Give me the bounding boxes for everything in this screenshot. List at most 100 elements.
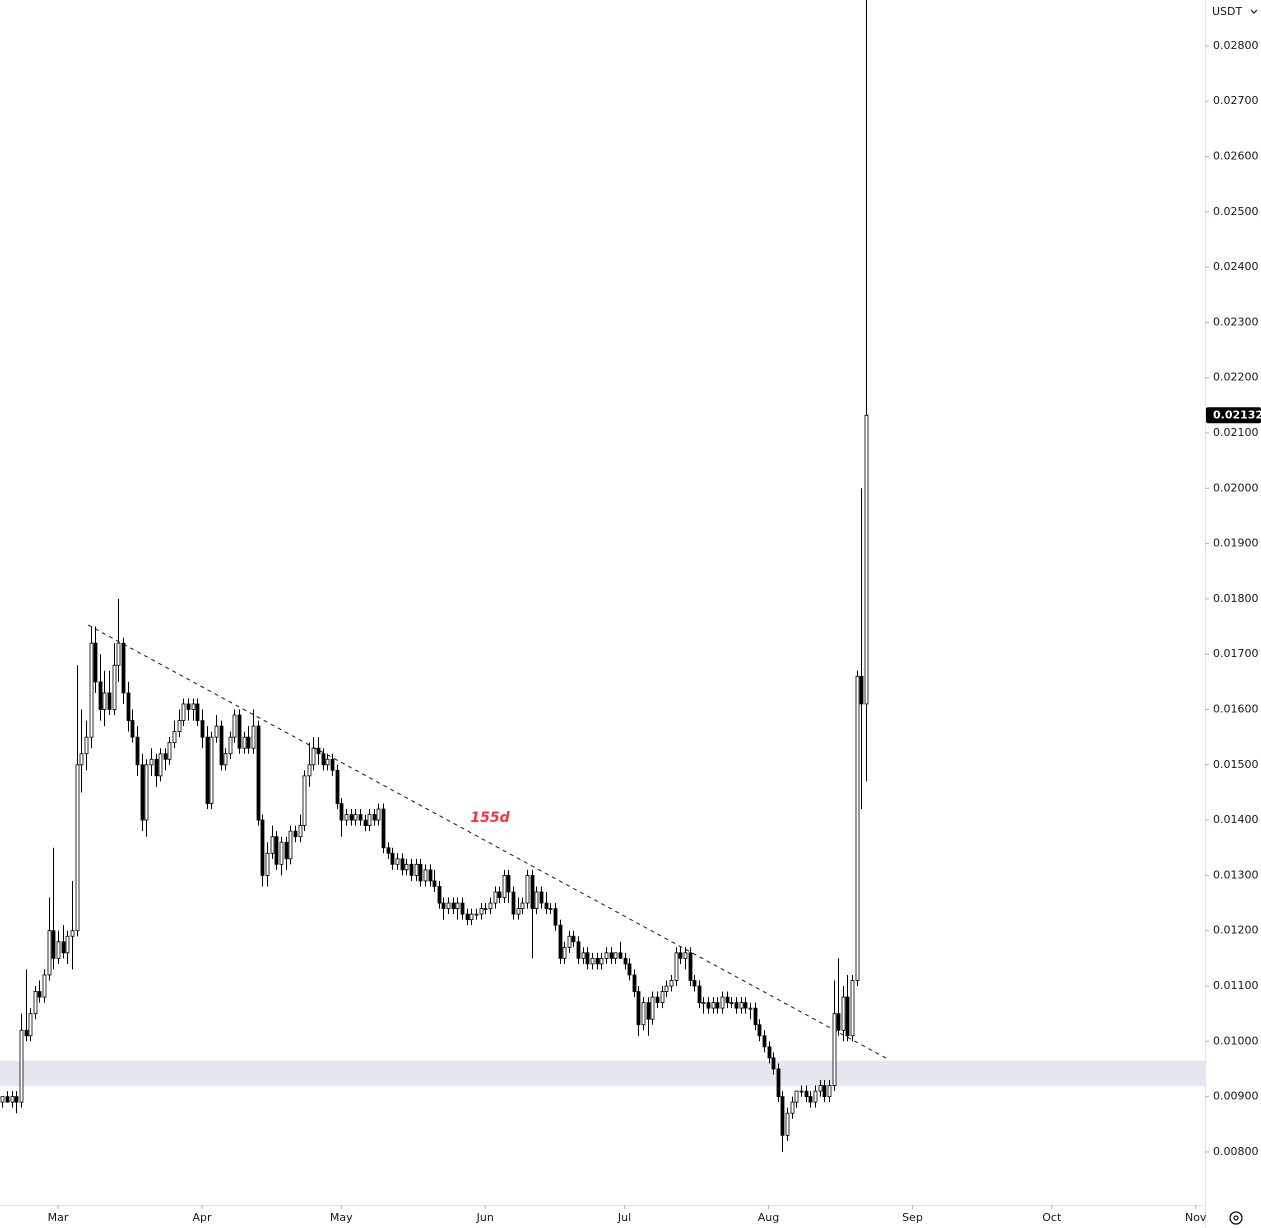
candle-body: [0, 1096, 5, 1103]
candle-body: [697, 985, 702, 1003]
candle-body: [720, 996, 725, 1009]
currency-label[interactable]: USDT: [1212, 5, 1243, 18]
x-tick-label: Mar: [48, 1211, 69, 1224]
candle-body: [24, 1029, 29, 1037]
candle-body: [144, 764, 149, 821]
candle-body: [353, 814, 358, 821]
candle-body: [47, 930, 52, 976]
candle-body: [237, 714, 242, 749]
candle-body: [850, 980, 855, 1037]
candle-body: [841, 996, 846, 1031]
candle-body: [780, 1096, 785, 1136]
currency-button-bg[interactable]: [1206, 0, 1261, 24]
y-tick-label: 0.01000: [1213, 1034, 1259, 1047]
candle-body: [158, 753, 163, 777]
candle-body: [562, 946, 567, 959]
candle-body: [571, 935, 576, 943]
candle-body: [627, 963, 632, 976]
plot-area: [0, 0, 1205, 1152]
candle-body: [488, 902, 493, 909]
candle-body: [28, 1013, 33, 1037]
candle-body: [270, 836, 275, 854]
candle-body: [776, 1068, 781, 1098]
settings-gear[interactable]: [1229, 1211, 1243, 1225]
candle-body: [832, 1013, 837, 1086]
candle-body: [186, 703, 191, 710]
candle-body: [725, 996, 730, 1003]
x-tick-label: Sep: [902, 1211, 923, 1224]
candle-body: [553, 908, 558, 926]
candle-body: [576, 941, 581, 959]
candle-body: [859, 675, 864, 705]
candle-body: [246, 736, 251, 749]
y-tick-label: 0.02500: [1213, 205, 1259, 218]
candle-body: [298, 825, 303, 838]
y-tick-label: 0.02000: [1213, 481, 1259, 494]
candle-body: [84, 736, 89, 755]
candle-body: [167, 742, 172, 760]
candle-body: [706, 1002, 711, 1009]
candle-body: [599, 957, 604, 965]
candle-body: [469, 913, 474, 921]
settings-icon[interactable]: [1229, 1211, 1243, 1225]
candle-body: [715, 1002, 720, 1009]
candle-body: [163, 753, 168, 760]
candle-body: [655, 996, 660, 1003]
candle-body: [864, 414, 869, 705]
candle-body: [279, 841, 284, 865]
candle-body: [753, 1007, 758, 1026]
y-tick-label: 0.02100: [1213, 426, 1259, 439]
candle-body: [757, 1024, 762, 1037]
currency-button[interactable]: USDT: [1206, 0, 1261, 24]
y-tick-label: 0.01300: [1213, 868, 1259, 881]
candle-body: [808, 1096, 813, 1103]
candle-body: [818, 1085, 823, 1092]
y-tick-label: 0.02800: [1213, 39, 1259, 52]
candle-body: [61, 941, 66, 954]
x-tick-label: Jun: [476, 1211, 494, 1224]
candle-body: [75, 764, 80, 932]
candle-body: [112, 664, 117, 710]
candle-body: [855, 675, 860, 981]
candle-body: [767, 1046, 772, 1059]
y-tick-label: 0.01500: [1213, 758, 1259, 771]
candle-body: [423, 869, 428, 882]
candle-body: [683, 952, 688, 959]
y-tick-label: 0.01200: [1213, 924, 1259, 937]
chevron[interactable]: [1250, 9, 1258, 14]
candle-body: [418, 863, 423, 882]
candle-body: [195, 703, 200, 721]
candle-body: [33, 991, 38, 1015]
candle-body: [609, 952, 614, 959]
candle-body: [381, 808, 386, 849]
settings-center[interactable]: [1233, 1215, 1239, 1221]
candle-body: [688, 952, 693, 981]
candle-body: [56, 941, 61, 959]
candle-body: [729, 1002, 734, 1004]
x-tick-label: May: [330, 1211, 353, 1224]
candle-body: [479, 908, 484, 915]
candle-body: [762, 1035, 767, 1048]
candle-body: [316, 747, 321, 755]
candle-body: [558, 924, 563, 959]
y-tick-label: 0.02600: [1213, 150, 1259, 163]
candle-body: [242, 736, 247, 749]
candle-body: [623, 957, 628, 965]
candle-body: [646, 1002, 651, 1020]
candle-body: [293, 830, 298, 838]
candle-body: [260, 819, 265, 876]
annotation: 155d: [470, 810, 510, 826]
candle-body: [743, 1002, 748, 1009]
candle-body: [506, 875, 511, 893]
candle-body: [813, 1090, 818, 1103]
candle-body: [256, 725, 261, 821]
candle-body: [181, 703, 186, 721]
candle-body: [228, 736, 233, 755]
candle-body: [177, 720, 182, 733]
candle-body: [5, 1096, 10, 1103]
candle-body: [390, 852, 395, 865]
candle-body: [404, 863, 409, 871]
candle-body: [827, 1085, 832, 1098]
candle-body: [678, 952, 683, 959]
